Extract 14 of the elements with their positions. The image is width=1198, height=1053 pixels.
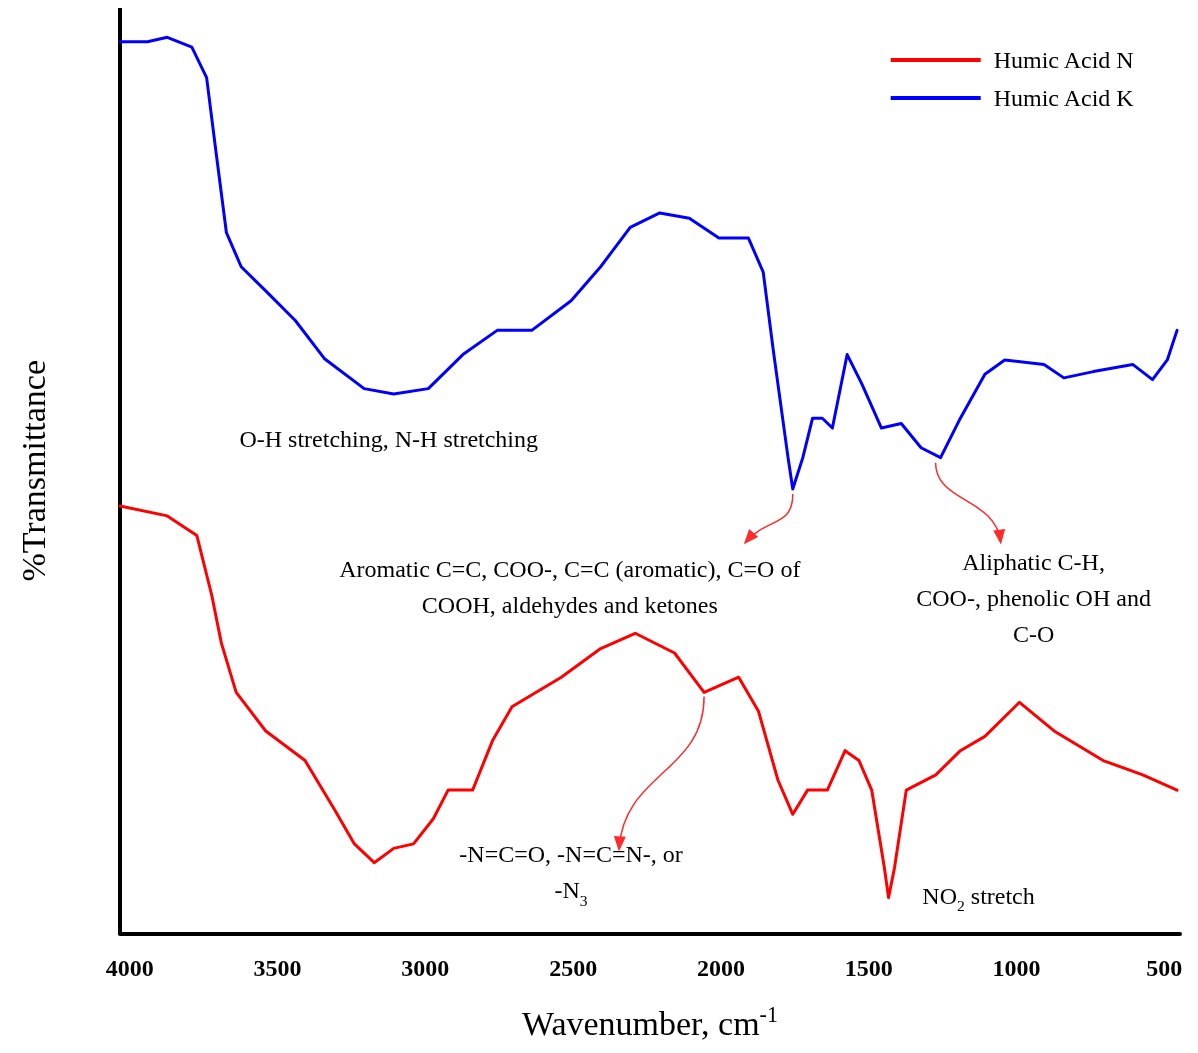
annotation: O-H stretching, N-H stretching xyxy=(239,426,539,452)
x-tick-label: 1000 xyxy=(992,954,1041,981)
x-tick-label: 3500 xyxy=(253,954,302,981)
y-axis-title: %Transmittance xyxy=(14,359,52,582)
annotation: Aromatic C=C, COO-, C=C (aromatic), C=O of COOH, aldehydes and ketones xyxy=(339,555,801,618)
x-tick-label: 2500 xyxy=(549,954,598,981)
annotation: Aliphatic C-H, COO-, phenolic OH and C-O xyxy=(916,548,1151,647)
x-tick-label: 4000 xyxy=(105,954,154,981)
x-tick-label: 1500 xyxy=(844,954,893,981)
legend-label: Humic Acid K xyxy=(993,85,1135,111)
x-tick-label: 3000 xyxy=(401,954,450,981)
x-tick-label: 2000 xyxy=(696,954,745,981)
legend-label: Humic Acid N xyxy=(993,47,1134,73)
x-tick-label: 500 xyxy=(1146,954,1183,981)
